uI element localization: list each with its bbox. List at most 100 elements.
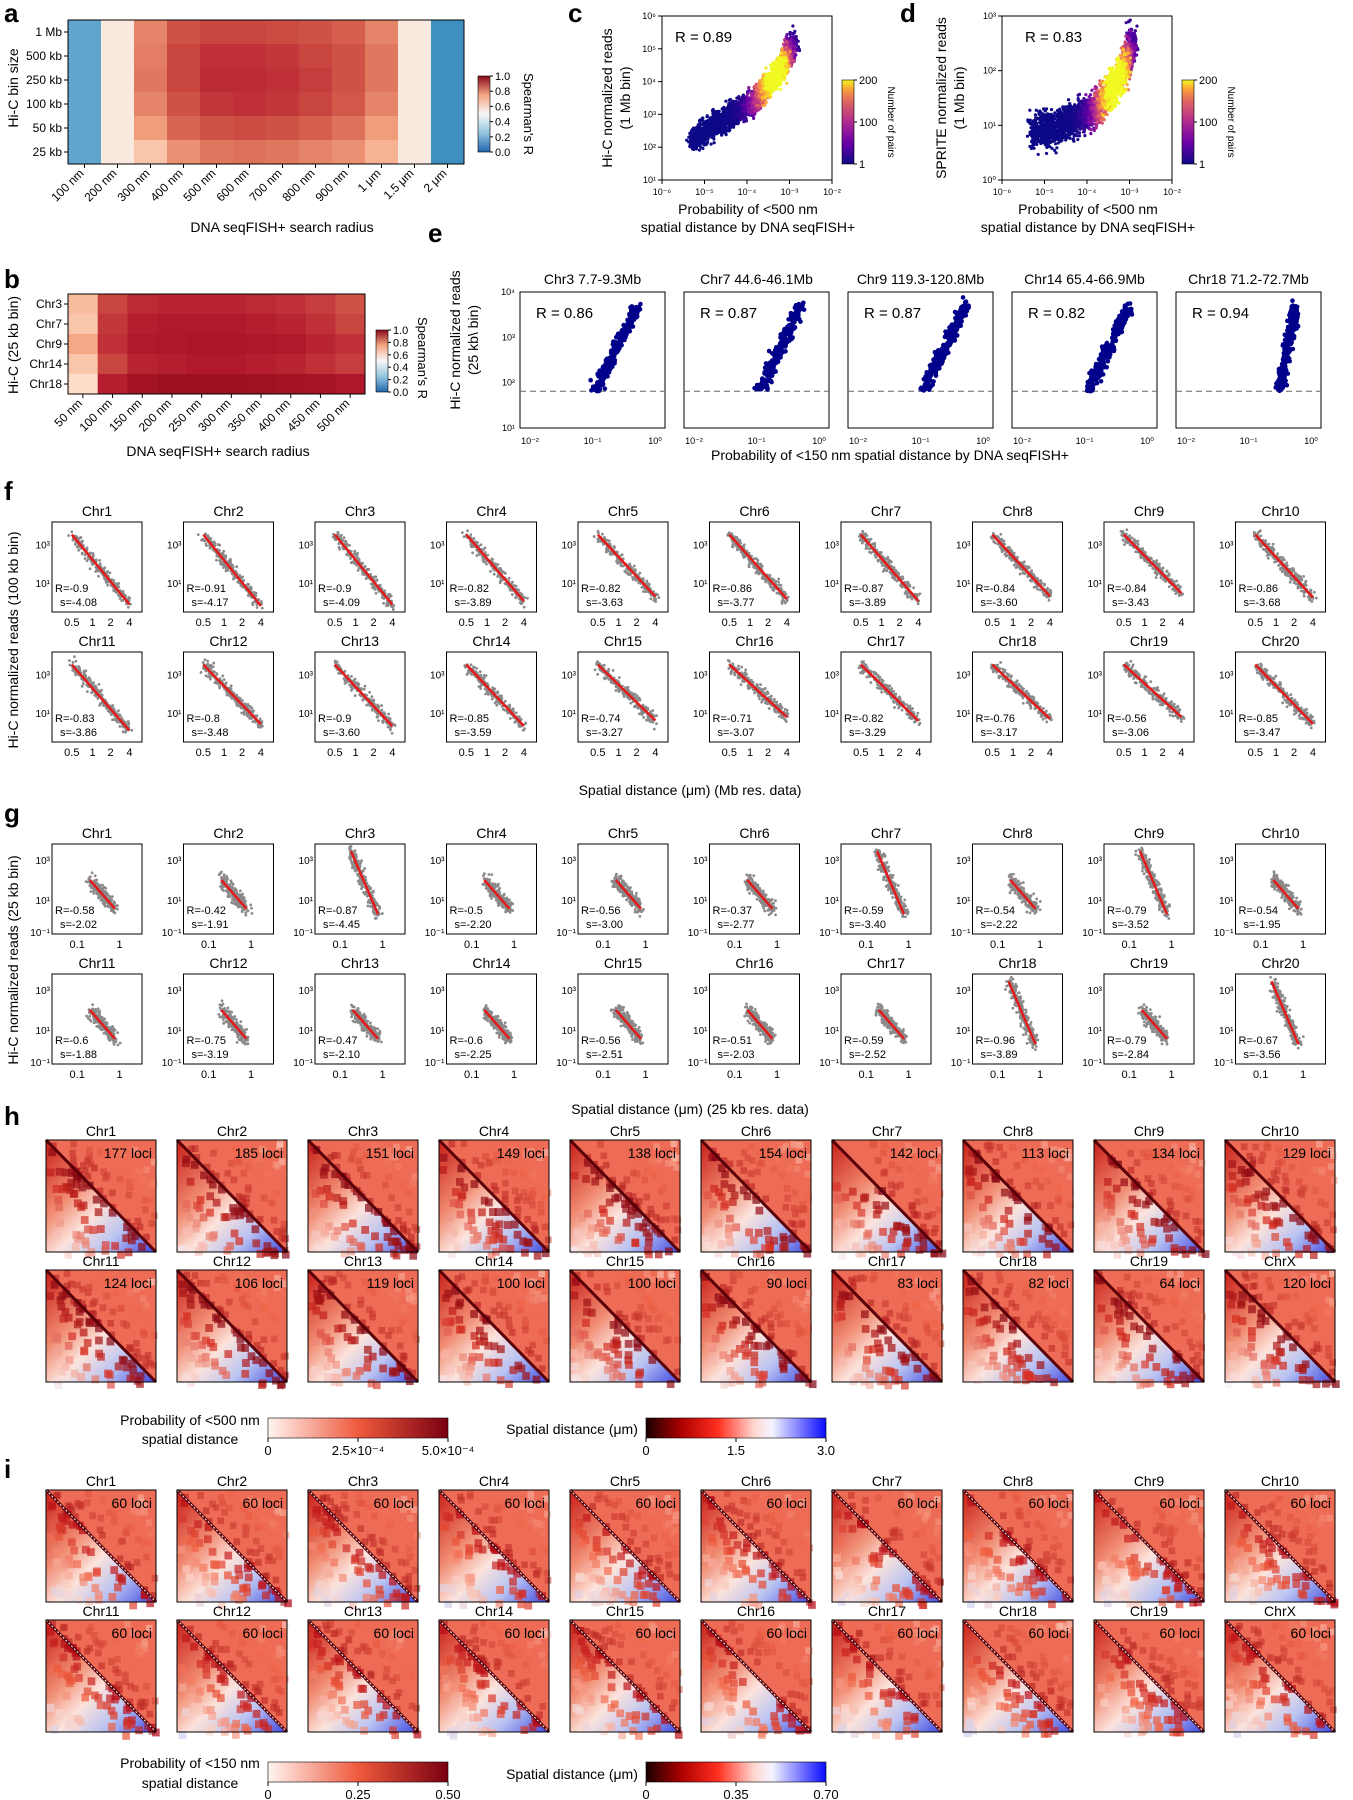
scatter-point bbox=[792, 31, 796, 35]
heatmap-cell bbox=[332, 44, 366, 69]
scatter-point bbox=[1090, 97, 1094, 101]
heatmap-cell bbox=[335, 314, 366, 335]
x-tick-label: 10⁻⁴ bbox=[738, 187, 757, 197]
scatter-point bbox=[700, 141, 704, 145]
x-tick-label: 200 nm bbox=[81, 166, 119, 204]
heatmap-cell bbox=[134, 116, 168, 141]
scatter-point bbox=[688, 144, 692, 148]
scatter-point bbox=[701, 146, 705, 151]
scatter-point bbox=[785, 40, 789, 44]
scatter-point bbox=[1092, 93, 1097, 98]
scatter-point bbox=[782, 78, 786, 82]
scatter-point bbox=[752, 100, 757, 105]
panel-letter-h: h bbox=[4, 1101, 20, 1131]
scatter-point bbox=[785, 81, 789, 85]
scatter-point bbox=[1070, 109, 1074, 114]
colorbar-tick-label: 200 bbox=[859, 75, 877, 87]
heatmap-cell bbox=[299, 140, 333, 165]
y-tick-label: 500 kb bbox=[26, 49, 62, 63]
heatmap-cell bbox=[101, 116, 135, 141]
scatter-point bbox=[784, 45, 788, 50]
scatter-point bbox=[1032, 133, 1036, 137]
heatmap-cell bbox=[97, 354, 128, 375]
y-tick-label: 25 kb bbox=[33, 145, 63, 159]
heatmap-cell bbox=[68, 334, 99, 355]
heatmap-cell bbox=[134, 140, 168, 165]
scatter-point bbox=[706, 140, 710, 144]
heatmap-cell bbox=[134, 44, 168, 69]
heatmap-cell bbox=[305, 314, 336, 335]
scatter-point bbox=[1034, 116, 1038, 120]
scatter-point bbox=[1090, 88, 1094, 92]
scatter-point bbox=[1034, 108, 1038, 112]
y-tick-label: 1 Mb bbox=[35, 25, 62, 39]
scatter-point bbox=[769, 93, 773, 97]
panel-a-colorbar bbox=[477, 75, 491, 153]
panel-a-ylabel: Hi-C bin size bbox=[5, 48, 21, 128]
scatter-point bbox=[1053, 142, 1058, 146]
scatter-point bbox=[695, 135, 699, 139]
scatter-point bbox=[726, 110, 731, 114]
heatmap-cell bbox=[68, 92, 102, 117]
x-tick-label: 800 nm bbox=[279, 166, 317, 204]
colorbar-tick-label: 1 bbox=[859, 159, 865, 171]
colorbar-tick-label: 0.8 bbox=[393, 337, 408, 349]
panel-a-frame bbox=[67, 19, 465, 165]
colorbar-tick-label: 0.4 bbox=[495, 117, 510, 129]
scatter-point bbox=[1066, 98, 1071, 102]
scatter-point bbox=[1076, 103, 1080, 107]
heatmap-cell bbox=[332, 140, 366, 165]
scatter-point bbox=[793, 50, 797, 54]
scatter-point bbox=[698, 135, 702, 140]
scatter-point bbox=[1128, 60, 1132, 64]
heatmap-cell bbox=[398, 92, 432, 117]
y-tick-label: Chr9 bbox=[36, 337, 62, 351]
panel-b-heatmap: Hi-C (25 kb bin) DNA seqFISH+ search rad… bbox=[5, 293, 430, 459]
heatmap-cell bbox=[68, 44, 102, 69]
scatter-point bbox=[764, 77, 768, 81]
heatmap-cell bbox=[398, 140, 432, 165]
scatter-point bbox=[1128, 18, 1132, 22]
heatmap-cell bbox=[332, 116, 366, 141]
scatter-point bbox=[1051, 123, 1055, 127]
heatmap-cell bbox=[246, 294, 277, 315]
scatter-point bbox=[789, 37, 793, 41]
colorbar-tick-label: 0.0 bbox=[393, 387, 408, 399]
scatter-point bbox=[724, 130, 728, 135]
scatter-point bbox=[1099, 88, 1103, 92]
scatter-point bbox=[1043, 109, 1047, 113]
scatter-point bbox=[1044, 151, 1049, 156]
scatter-point bbox=[1057, 123, 1061, 128]
scatter-point bbox=[1134, 37, 1138, 41]
scatter-point bbox=[703, 135, 708, 139]
y-tick-label: 10⁴ bbox=[642, 77, 656, 87]
heatmap-cell bbox=[101, 68, 135, 93]
scatter-point bbox=[1061, 105, 1065, 109]
heatmap-cell bbox=[266, 44, 300, 69]
scatter-point bbox=[692, 131, 696, 135]
scatter-point bbox=[776, 65, 780, 69]
scatter-point bbox=[1128, 56, 1133, 60]
heatmap-cell bbox=[200, 92, 234, 117]
scatter-point bbox=[1125, 31, 1129, 35]
heatmap-cell bbox=[216, 314, 247, 335]
scatter-point bbox=[788, 50, 792, 54]
scatter-point bbox=[712, 120, 716, 124]
y-tick-label: 10⁶ bbox=[642, 11, 656, 21]
panel-c-xlabel-line2: spatial distance by DNA seqFISH+ bbox=[641, 219, 855, 235]
scatter-point bbox=[731, 105, 735, 109]
heatmap-cell bbox=[97, 374, 128, 395]
heatmap-cell bbox=[233, 92, 267, 117]
heatmap-cell bbox=[266, 20, 300, 45]
scatter-point bbox=[742, 120, 746, 124]
y-tick-label: Chr14 bbox=[29, 357, 62, 371]
scatter-point bbox=[765, 81, 769, 85]
scatter-point bbox=[730, 113, 734, 118]
heatmap-cell bbox=[216, 294, 247, 315]
heatmap-cell bbox=[134, 68, 168, 93]
scatter-point bbox=[722, 105, 726, 109]
heatmap-cell bbox=[167, 44, 201, 69]
scatter-point bbox=[737, 110, 742, 114]
panel-b-colorbar-label: Spearman's R bbox=[415, 317, 430, 399]
